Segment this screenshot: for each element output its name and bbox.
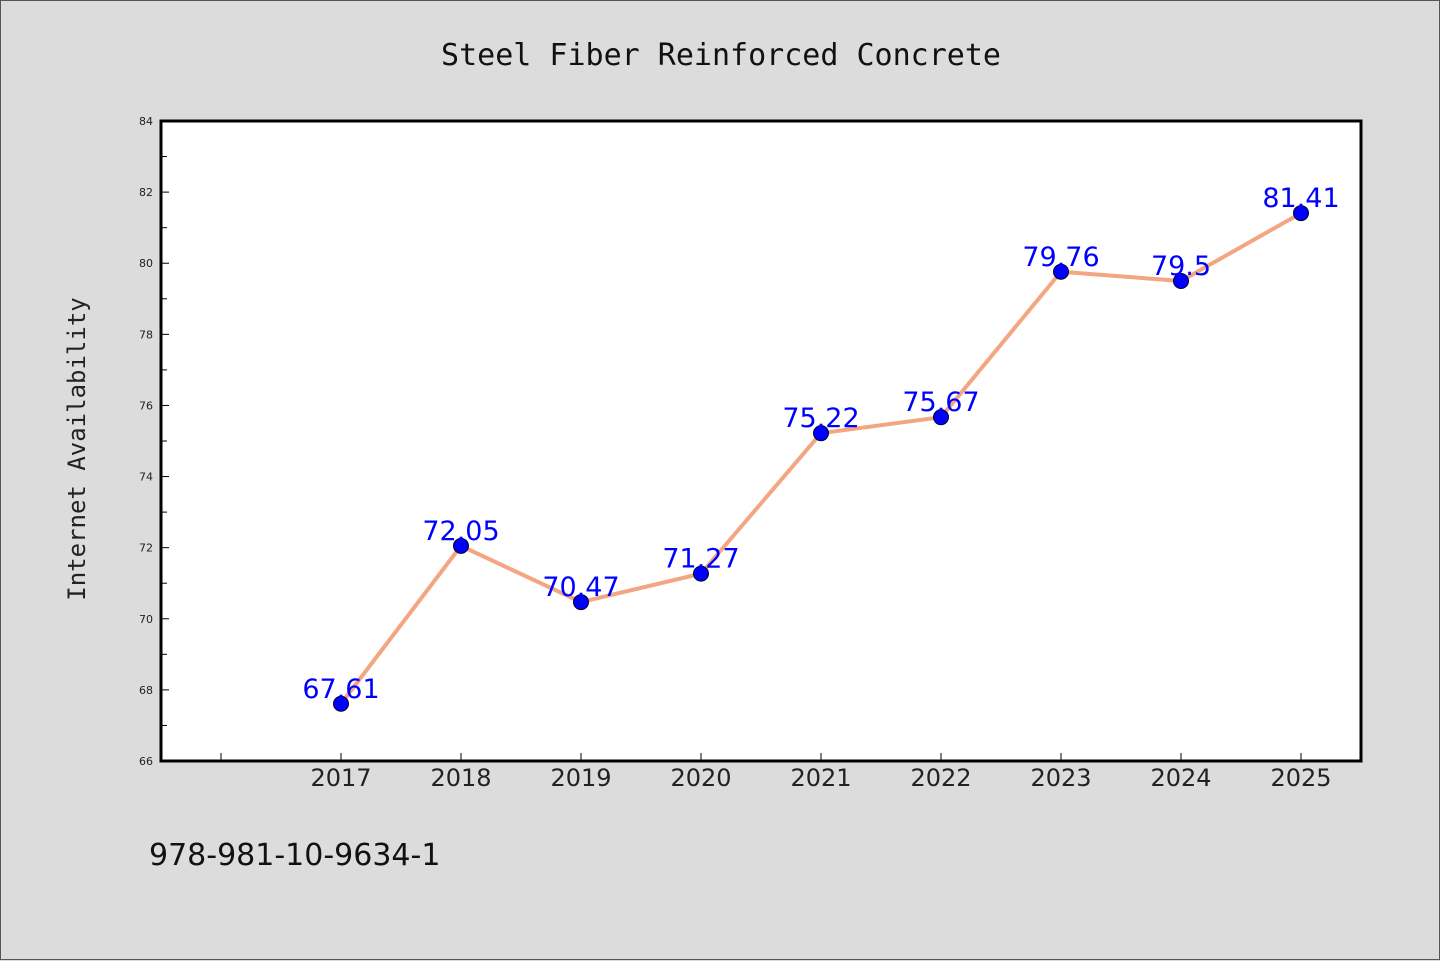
chart-title: Steel Fiber Reinforced Concrete (441, 38, 1001, 73)
y-tick-label: 84 (139, 115, 153, 128)
data-label: 81.41 (1262, 183, 1339, 214)
x-tick-label: 2022 (910, 764, 971, 792)
data-label: 79.76 (1022, 242, 1099, 273)
data-label: 70.47 (542, 572, 619, 603)
data-point-marker (1053, 263, 1069, 280)
data-point-marker (813, 425, 829, 442)
data-label: 72.05 (422, 516, 499, 547)
x-tick-label: 2025 (1270, 764, 1331, 792)
y-tick-label: 76 (139, 399, 153, 412)
x-tick-label: 2019 (550, 764, 611, 792)
x-tick-label: 2024 (1150, 764, 1211, 792)
footnote: 978-981-10-9634-1 (149, 838, 440, 873)
data-point-marker (1293, 205, 1309, 222)
x-axis-ticks: 2017 2018 2019 2020 2021 2022 2023 2024 2025 (220, 753, 1332, 792)
data-point-marker (693, 565, 709, 582)
data-labels: 67.61 72.05 70.47 71.27 75.22 75.67 79.76 79.5 8… (302, 183, 1339, 705)
y-tick-label: 74 (139, 471, 153, 484)
y-axis-label: Internet Availability (63, 297, 91, 600)
data-point-marker (573, 594, 589, 611)
y-tick-label: 70 (139, 613, 153, 626)
x-tick-label: 2018 (430, 764, 491, 792)
data-label: 75.22 (782, 403, 859, 434)
data-point-marker (933, 409, 949, 426)
plot-area (159, 119, 1363, 763)
x-tick-label: 2017 (310, 764, 371, 792)
y-axis-ticks: 66 68 70 72 74 76 78 80 82 84 (139, 115, 169, 768)
y-tick-label: 78 (139, 328, 153, 341)
y-tick-label: 80 (139, 257, 153, 270)
data-point-marker (453, 537, 469, 554)
data-label: 71.27 (662, 544, 739, 575)
y-tick-label: 68 (139, 684, 153, 697)
data-point-marker (333, 695, 349, 712)
y-tick-label: 66 (139, 755, 153, 768)
x-tick-label: 2021 (790, 764, 851, 792)
y-tick-label: 72 (139, 542, 153, 555)
data-markers (333, 205, 1309, 712)
data-label: 67.61 (302, 674, 379, 705)
x-tick-label: 2023 (1030, 764, 1091, 792)
data-label: 75.67 (902, 387, 979, 418)
data-point-marker (1173, 273, 1189, 289)
y-tick-label: 82 (139, 186, 153, 199)
data-label: 79.5 (1151, 251, 1211, 282)
x-tick-label: 2020 (670, 764, 731, 792)
